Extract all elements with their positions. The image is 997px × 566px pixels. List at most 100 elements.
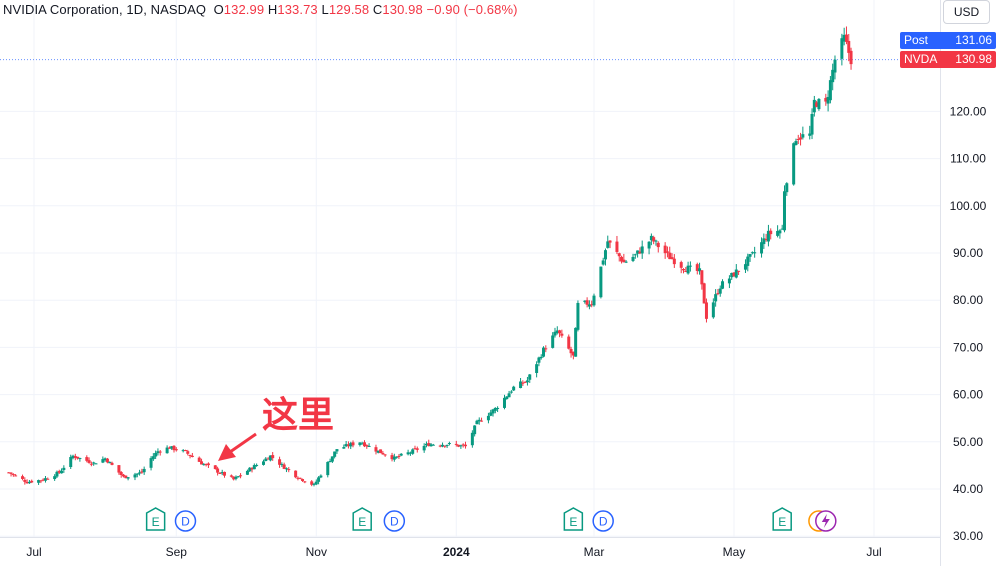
candle-body (670, 257, 674, 260)
candle-body (535, 364, 539, 373)
candle-body (119, 472, 123, 476)
candle-body (523, 381, 527, 383)
earnings-icon (352, 507, 372, 531)
candle-body (296, 477, 300, 479)
candle-body (815, 102, 819, 107)
candle-body (310, 481, 314, 485)
price-axis-border (940, 0, 941, 566)
candle-body (585, 300, 589, 305)
candle-body (764, 238, 768, 241)
candle-body (808, 133, 812, 136)
candle-body (280, 464, 284, 466)
candle-body (294, 470, 298, 478)
candle-body (438, 445, 442, 447)
candle-body (470, 432, 474, 446)
candle-body (509, 391, 513, 393)
candle-body (376, 450, 380, 453)
candle-body (346, 444, 350, 447)
candle-body (103, 458, 107, 461)
symbol-title: NVIDIA Corporation, 1D, NASDAQ (3, 2, 207, 17)
dividend-icon (174, 510, 197, 532)
candle-body (222, 471, 226, 476)
candle-body (831, 69, 835, 83)
candle-body (122, 474, 126, 477)
candle-body (631, 256, 635, 261)
candle-body (794, 141, 798, 146)
candle-body (149, 458, 153, 468)
candle-body (142, 468, 146, 473)
candle-body (367, 445, 371, 447)
candle-body (71, 455, 75, 459)
candle-body (828, 80, 832, 101)
post-label: Post (904, 33, 929, 47)
candle-body (342, 447, 346, 449)
candle-body (43, 478, 47, 481)
candle-body (92, 462, 96, 464)
candle-body (379, 449, 383, 454)
candle-body (204, 464, 208, 466)
candle-body (624, 261, 628, 263)
candle-body (748, 254, 752, 257)
symbol-legend: NVIDIA Corporation, 1D, NASDAQ O132.99 H… (3, 2, 518, 17)
candle-body (330, 456, 334, 462)
candle-body (718, 288, 722, 294)
candle-body (441, 444, 445, 447)
candle-body (351, 442, 355, 446)
time-tick-label: 2024 (443, 545, 470, 559)
candle-body (85, 457, 89, 461)
candle-body (266, 458, 270, 460)
open-label: O (213, 2, 224, 17)
candle-body (105, 458, 109, 463)
candle-body (216, 468, 220, 473)
candle-body (255, 464, 259, 466)
candle-body (25, 482, 29, 484)
candle-body (172, 445, 176, 451)
close-value: 130.98 (382, 2, 423, 17)
candle-body (202, 464, 206, 466)
candle-body (760, 242, 764, 254)
candle-body (303, 481, 307, 483)
candle-body (721, 281, 725, 289)
candle-body (844, 34, 848, 42)
candle-body (475, 420, 479, 425)
earnings-icon (563, 507, 584, 531)
candle-body (236, 476, 240, 478)
last-price-tag: NVDA 130.98 (900, 51, 996, 68)
candle-body (463, 444, 467, 447)
earnings-icon-label: E (569, 515, 577, 529)
candle-body (528, 374, 532, 380)
candle-body (76, 456, 80, 459)
high-label: H (267, 2, 278, 17)
time-tick-label: Nov (306, 545, 327, 559)
candle-body (558, 330, 562, 334)
candle-body (170, 446, 174, 449)
candle-body (840, 38, 844, 59)
currency-button[interactable]: USD (943, 0, 990, 24)
candle-body (312, 483, 316, 485)
candle-body (615, 241, 619, 252)
candle-body (429, 444, 433, 447)
candle-body (365, 445, 369, 447)
candle-body (537, 357, 541, 363)
candle-body (663, 245, 667, 254)
candle-body (154, 452, 158, 457)
candle-body (606, 241, 610, 248)
candle-body (590, 304, 594, 306)
candle-body (647, 241, 651, 249)
candle-body (278, 459, 282, 465)
time-axis-border (0, 537, 940, 538)
candle-body (319, 475, 323, 478)
price-tick-label: 80.00 (953, 293, 983, 307)
candle-body (411, 449, 415, 454)
candle-body (298, 477, 302, 479)
candle-body (73, 455, 77, 458)
candle-body (229, 475, 233, 477)
candle-body (665, 251, 669, 253)
candle-body (156, 451, 160, 454)
candle-body (812, 99, 816, 113)
candle-body (826, 96, 830, 104)
candle-body (62, 467, 66, 471)
candle-body (117, 465, 121, 473)
